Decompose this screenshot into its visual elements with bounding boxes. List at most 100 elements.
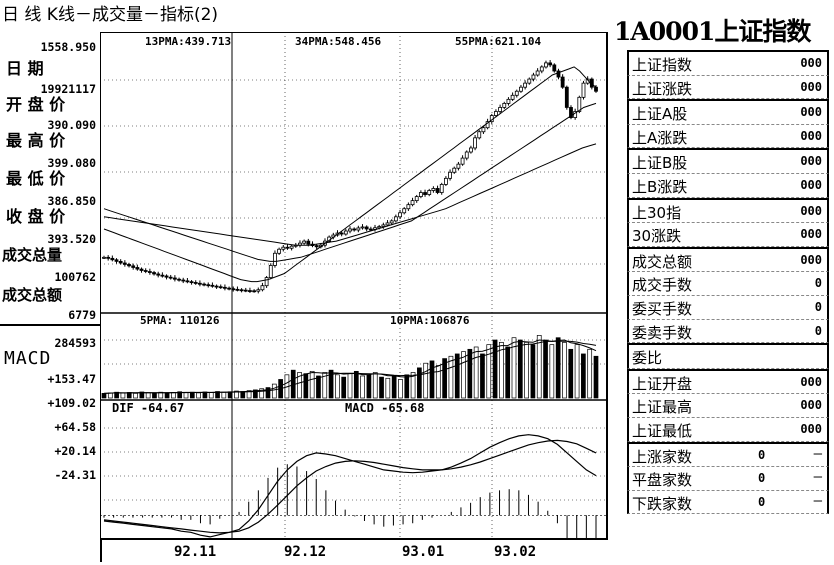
candle-body — [302, 240, 307, 244]
candle-body — [152, 272, 156, 275]
candle-body — [389, 220, 394, 224]
candle-body — [193, 282, 198, 284]
candle-body — [385, 222, 390, 226]
candle-body — [519, 86, 523, 92]
candle-body — [418, 192, 423, 197]
volume-bar — [417, 367, 422, 399]
candle-body — [544, 62, 548, 68]
quote-row-label: 上证最高 — [632, 398, 693, 417]
candle-body — [560, 76, 565, 88]
candle-body — [343, 230, 348, 235]
volume-bar — [101, 393, 107, 399]
candle-body — [110, 257, 115, 261]
quote-row: 委比 — [627, 343, 829, 369]
candle-body — [527, 78, 532, 84]
candle-body — [364, 226, 369, 230]
quote-row-dash: — — [813, 492, 822, 509]
volume-bar — [467, 348, 473, 399]
candle-body — [423, 192, 427, 195]
security-title: 1A0001上证指数 — [614, 17, 811, 46]
volume-panel — [101, 335, 599, 399]
candle-body — [147, 271, 152, 273]
volume-ma10-line — [103, 340, 597, 394]
candle-body — [131, 265, 136, 268]
low-value: 386.850 — [47, 194, 96, 208]
quote-row-value: 000 — [800, 105, 822, 120]
quote-row-value: 000 — [800, 398, 822, 413]
volume-bar — [360, 375, 365, 399]
volume-bar — [448, 355, 454, 399]
quote-row: 上证最高 000 — [627, 394, 829, 418]
volume-bar — [189, 391, 195, 399]
quote-row-label: 上证开盘 — [632, 374, 693, 393]
quote-row-value: 000 — [800, 154, 822, 169]
volume-bar — [379, 376, 384, 399]
volume-value: 100762 — [54, 270, 96, 284]
candle-body — [181, 279, 186, 282]
candle-body — [289, 245, 294, 249]
volume-bar — [454, 353, 460, 399]
candle-body — [510, 94, 515, 100]
candle-body — [481, 127, 486, 133]
quote-row-value: 0 — [814, 276, 822, 291]
candle-body — [552, 64, 557, 72]
candle-body — [339, 232, 344, 235]
volume-bar — [423, 362, 429, 399]
quote-row: 上B涨跌 000 — [627, 173, 829, 198]
quote-row-label: 委买手数 — [632, 299, 693, 318]
volume-bar — [549, 344, 555, 399]
candle-body — [102, 256, 106, 259]
candle-body — [139, 268, 144, 271]
volume-bar — [297, 372, 302, 399]
x-tick-label: 93.02 — [494, 544, 537, 560]
quote-row: 上30指 000 — [627, 197, 829, 224]
quote-row-value: 0 — [758, 494, 766, 509]
candle-body — [223, 286, 227, 289]
quote-row: 上证开盘 000 — [627, 368, 829, 395]
volume-bar — [234, 390, 239, 399]
quote-row: 委买手数 0 — [627, 295, 829, 320]
candle-body — [264, 277, 269, 287]
stock-chart[interactable]: 13PMA:439.713 34PMA:548.456 55PMA:621.10… — [100, 32, 608, 540]
candle-body — [260, 285, 265, 291]
volume-bar — [347, 373, 353, 399]
volume-bar — [114, 391, 119, 399]
candle-body — [197, 282, 202, 285]
candle-body — [414, 196, 419, 202]
candle-body — [202, 283, 206, 286]
candle-body — [352, 228, 357, 231]
candle-body — [185, 280, 190, 283]
volume-bar — [366, 374, 372, 399]
quote-row: 上证B股 000 — [627, 148, 829, 174]
candle-body — [227, 287, 231, 290]
macd-panel — [100, 434, 608, 540]
candle-body — [439, 184, 444, 193]
volume-bar — [164, 392, 170, 399]
candle-body — [381, 224, 386, 227]
close-label: 收 盘 价 — [6, 207, 66, 226]
volume-bar — [253, 389, 258, 399]
candle-body — [498, 107, 503, 112]
volume-bar — [562, 341, 567, 399]
volume-bar — [555, 337, 561, 399]
candle-body — [460, 157, 465, 165]
volume-bar — [221, 391, 227, 399]
candle-body — [243, 289, 248, 292]
x-tick-label: 93.01 — [402, 544, 445, 560]
quote-row-label: 30涨跌 — [632, 227, 682, 246]
macd-tick-1: +109.02 — [47, 396, 96, 410]
close-value: 393.520 — [47, 232, 96, 246]
candle-body — [214, 285, 219, 288]
candle-body — [569, 107, 573, 118]
candle-body — [564, 86, 569, 108]
candle-body — [406, 204, 411, 210]
volume-bar — [145, 392, 151, 399]
panel-divider — [0, 324, 100, 326]
chart-title-bar: 日 线 K线－成交量－指标(2) — [2, 0, 218, 25]
candle-body — [348, 228, 352, 232]
quote-row-value: 000 — [800, 203, 822, 218]
candle-body — [235, 288, 240, 291]
candle-body — [285, 246, 290, 249]
amount-label: 成交总额 — [2, 286, 63, 304]
candle-body — [239, 289, 244, 292]
